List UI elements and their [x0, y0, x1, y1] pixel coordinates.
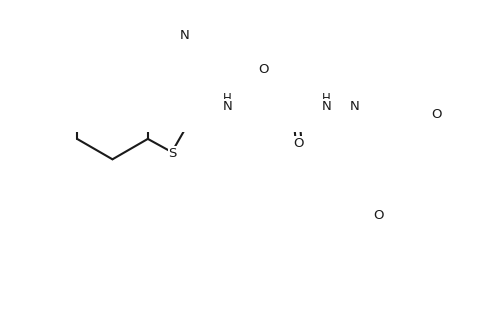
Text: O: O — [258, 63, 269, 76]
Text: O: O — [373, 209, 384, 222]
Text: N: N — [223, 100, 232, 113]
Text: N: N — [180, 29, 190, 42]
Text: O: O — [431, 108, 442, 122]
Text: N: N — [322, 100, 332, 113]
Text: H: H — [322, 92, 331, 105]
Text: H: H — [224, 92, 232, 105]
Text: S: S — [168, 147, 176, 160]
Text: O: O — [294, 137, 304, 150]
Text: N: N — [350, 100, 359, 113]
